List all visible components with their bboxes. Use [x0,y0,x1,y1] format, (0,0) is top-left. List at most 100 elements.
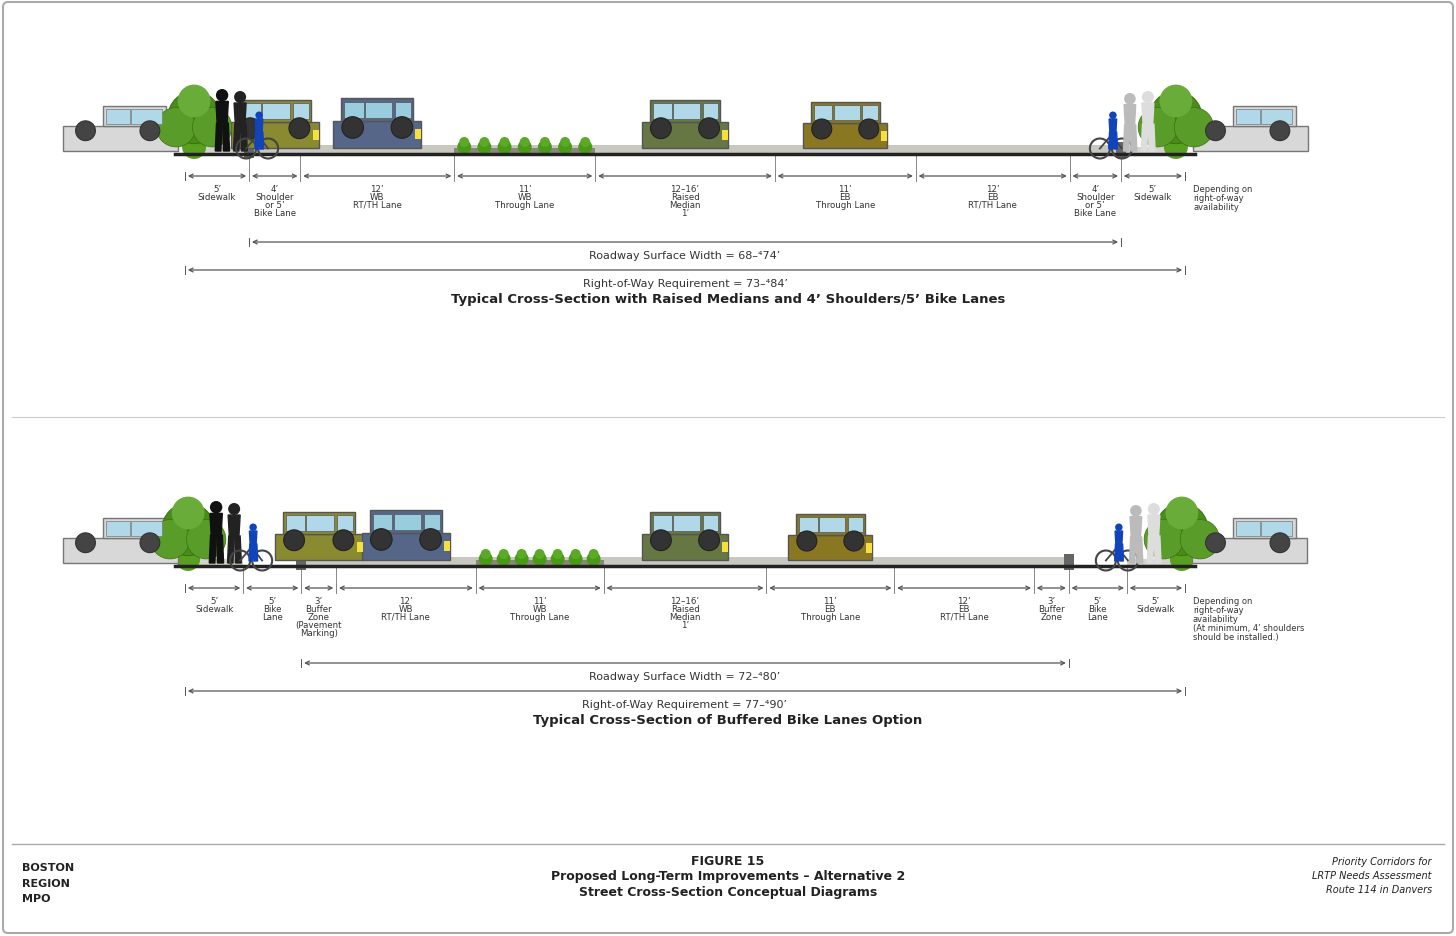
Circle shape [561,138,571,148]
Polygon shape [1109,120,1117,133]
Bar [818,518,844,533]
Bar [357,542,363,552]
Circle shape [1165,497,1198,530]
Circle shape [581,138,590,148]
Text: Shoulder: Shoulder [255,193,294,202]
Bar [1261,110,1293,124]
Polygon shape [253,545,258,562]
Circle shape [76,122,96,141]
Bar [722,542,728,552]
Text: Sidewalk: Sidewalk [1137,605,1175,613]
Text: RT/TH Lane: RT/TH Lane [968,201,1018,210]
Bar [1121,148,1185,154]
Text: Sidewalk: Sidewalk [1134,193,1172,202]
Text: Bike: Bike [264,605,281,613]
Bar [881,131,887,141]
Bar [1192,127,1307,152]
Bar [344,102,364,119]
Text: or 5’: or 5’ [1085,201,1105,210]
Polygon shape [1115,532,1123,545]
Text: Route 114 in Danvers: Route 114 in Danvers [1326,885,1433,894]
Bar [673,104,700,120]
Polygon shape [1130,517,1142,537]
Polygon shape [1120,545,1124,562]
Circle shape [1142,92,1155,104]
Circle shape [844,532,863,551]
Circle shape [533,552,546,566]
Circle shape [234,92,246,104]
Circle shape [249,524,256,532]
Circle shape [156,109,195,148]
Bar [1261,521,1293,536]
Polygon shape [1147,536,1153,563]
Circle shape [496,552,511,566]
Circle shape [215,90,229,102]
Circle shape [370,529,392,550]
Bar [799,518,817,533]
Text: 12’: 12’ [986,184,1000,194]
Bar [313,131,319,140]
Text: Depending on: Depending on [1192,596,1252,606]
Text: WB: WB [517,193,531,202]
Polygon shape [234,104,246,124]
Bar [396,102,411,119]
Bar [262,104,290,120]
Bar [365,102,393,119]
Bar [833,106,859,121]
Polygon shape [1147,516,1160,536]
Bar [282,513,355,534]
Circle shape [176,548,199,571]
Circle shape [178,85,211,118]
Text: Sidewalk: Sidewalk [195,605,233,613]
Text: Bike Lane: Bike Lane [253,209,296,218]
Bar [814,106,833,121]
Circle shape [210,502,223,514]
Circle shape [587,552,601,566]
Text: RT/TH Lane: RT/TH Lane [939,612,989,622]
Bar [847,518,863,533]
Polygon shape [1137,537,1143,563]
FancyBboxPatch shape [3,3,1453,933]
Polygon shape [1109,133,1112,150]
Polygon shape [1142,104,1155,124]
Text: (Pavement: (Pavement [296,621,342,629]
Text: right-of-way: right-of-way [1192,606,1243,614]
Bar [804,124,887,149]
Polygon shape [233,124,240,152]
Text: right-of-way: right-of-way [1192,194,1243,203]
Circle shape [859,120,879,139]
Text: EB: EB [840,193,850,202]
Circle shape [534,549,545,560]
Polygon shape [210,514,223,535]
Text: Zone: Zone [1040,612,1063,622]
Circle shape [1139,109,1178,148]
Circle shape [498,140,511,154]
Bar [444,542,450,551]
Polygon shape [249,545,253,562]
Bar [285,516,306,532]
Text: Roadway Surface Width = 68–⁴74’: Roadway Surface Width = 68–⁴74’ [590,251,780,261]
Text: Through Lane: Through Lane [510,612,569,622]
Circle shape [392,118,412,139]
Circle shape [167,92,220,144]
Text: Zone: Zone [307,612,329,622]
Polygon shape [255,120,264,133]
Bar [673,516,700,532]
Bar [649,101,721,123]
Bar [1176,545,1187,569]
Circle shape [588,549,598,560]
Circle shape [150,520,189,560]
Text: FIGURE 15: FIGURE 15 [692,854,764,867]
Circle shape [518,140,531,154]
Text: WB: WB [533,605,547,613]
Polygon shape [1130,125,1137,152]
Circle shape [699,531,719,551]
Bar [652,104,671,120]
Bar [370,511,443,534]
Circle shape [699,119,719,139]
Text: Median: Median [670,612,700,622]
Bar [1233,519,1296,539]
Circle shape [1206,122,1226,141]
Circle shape [1169,548,1194,571]
Circle shape [796,532,817,551]
